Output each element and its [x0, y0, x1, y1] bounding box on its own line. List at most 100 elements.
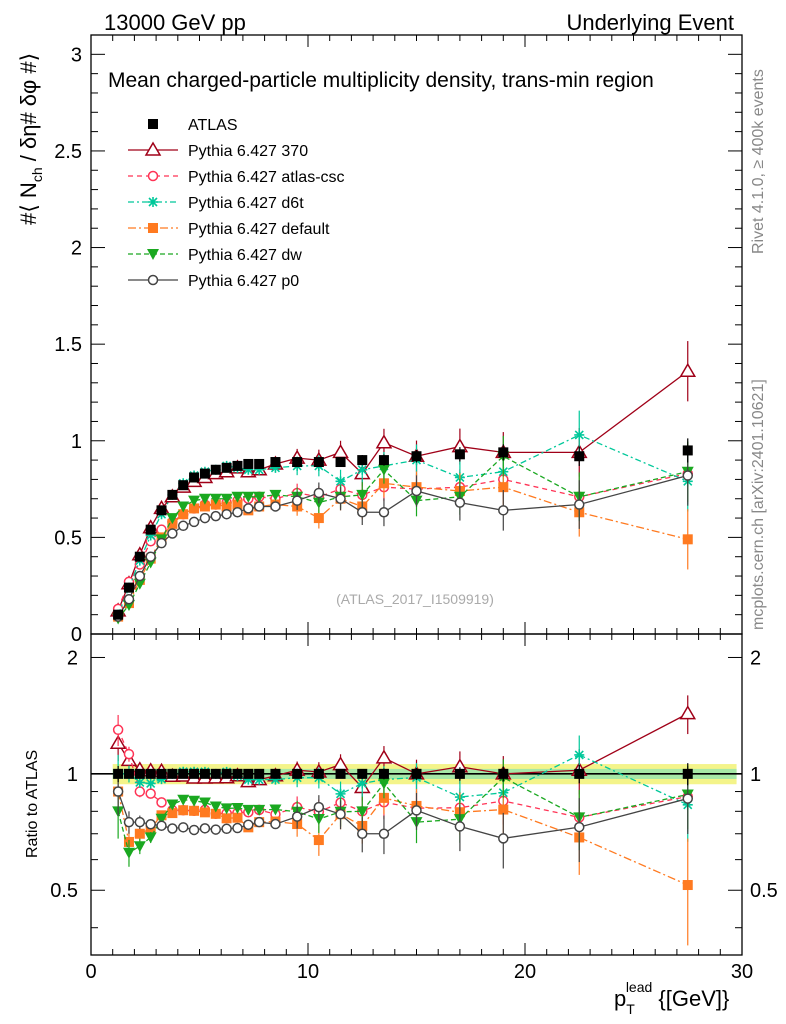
- ratio-point: [253, 804, 266, 816]
- ratio-y-tick-label: 1: [67, 764, 78, 786]
- legend-item-4: Pythia 6.427 default: [128, 221, 330, 238]
- data-point: [292, 457, 303, 468]
- ratio-point: [178, 768, 189, 779]
- ratio-point: [189, 768, 200, 779]
- ratio-point: [357, 778, 368, 789]
- data-point: [574, 451, 585, 462]
- data-point: [221, 501, 232, 512]
- legend-marker: [147, 249, 159, 260]
- data-point: [269, 489, 282, 501]
- legend-label: Pythia 6.427 default: [188, 221, 330, 238]
- ratio-point: [199, 823, 211, 834]
- data-point: [498, 505, 509, 516]
- ratio-point: [313, 801, 325, 813]
- ratio-point: [498, 804, 509, 815]
- data-point: [177, 501, 190, 513]
- legend-marker: [148, 119, 158, 129]
- ratio-point: [177, 794, 190, 806]
- ratio-point: [210, 824, 222, 835]
- ratio-point: [498, 768, 509, 779]
- ratio-point: [145, 788, 156, 799]
- ratio-point: [144, 832, 157, 844]
- data-point: [188, 516, 200, 528]
- data-point: [335, 476, 346, 487]
- data-point: [254, 458, 265, 469]
- ratio-point: [113, 768, 124, 779]
- data-point: [411, 451, 422, 462]
- ratio-point: [498, 833, 509, 844]
- ratio-point: [134, 786, 146, 797]
- data-point: [156, 537, 167, 549]
- legend-marker: [147, 170, 159, 182]
- data-point: [123, 593, 135, 605]
- series-ratio-6: [112, 769, 693, 869]
- ratio-point: [156, 768, 167, 779]
- ratio-point: [167, 808, 178, 819]
- ratio-point: [210, 768, 221, 779]
- data-point: [357, 455, 368, 466]
- legend-item-3: Pythia 6.427 d6t: [128, 195, 304, 212]
- data-point: [232, 507, 243, 518]
- ratio-point: [269, 804, 282, 816]
- ratio-point: [112, 724, 124, 736]
- ratio-point: [313, 768, 324, 779]
- header-left: 13000 GeV pp: [104, 10, 246, 35]
- ratio-point: [243, 819, 254, 830]
- ratio-point: [411, 768, 422, 779]
- data-point: [210, 464, 221, 475]
- data-point: [166, 513, 179, 525]
- data-point: [178, 480, 189, 491]
- data-point: [332, 443, 349, 459]
- legend-marker: [147, 274, 159, 286]
- y-tick-label: 2: [71, 238, 82, 260]
- x-tick-label: 20: [514, 961, 536, 983]
- ratio-point: [253, 816, 265, 828]
- ratio-point: [231, 802, 244, 814]
- ratio-point: [198, 797, 211, 809]
- x-tick-label: 30: [731, 961, 753, 983]
- ratio-point: [335, 768, 346, 779]
- legend-label: Pythia 6.427 dw: [188, 247, 302, 264]
- legend: ATLAS Pythia 6.427 370 Pythia 6.427 atlas-…: [128, 117, 345, 290]
- legend-marker: [148, 197, 158, 207]
- ratio-point: [134, 768, 145, 779]
- ratio-point: [243, 768, 254, 779]
- ratio-point: [270, 774, 281, 785]
- series-ratio-4: [113, 770, 693, 946]
- data-point: [356, 489, 369, 501]
- ratio-point: [679, 705, 697, 720]
- legend-item-2: Pythia 6.427 atlas-csc: [128, 169, 345, 186]
- data-point: [335, 493, 346, 504]
- ratio-point: [574, 768, 585, 779]
- ratio-point: [178, 805, 189, 816]
- ratio-point: [332, 756, 349, 771]
- ratio-point: [199, 807, 210, 818]
- ratio-point: [682, 793, 693, 804]
- ratio-point: [156, 797, 167, 808]
- data-point: [220, 493, 233, 505]
- ratio-point: [145, 768, 156, 779]
- x-tick-label: 10: [297, 961, 319, 983]
- ratio-point: [156, 820, 167, 831]
- data-point: [378, 455, 389, 466]
- series-ratio-1: [109, 695, 697, 802]
- data-point: [679, 362, 697, 377]
- data-point: [357, 507, 368, 518]
- ratio-point: [292, 768, 303, 779]
- legend-label: ATLAS: [188, 117, 238, 134]
- y-tick-label: 2.5: [54, 141, 82, 163]
- ratio-y-axis-label: Ratio to ATLAS: [24, 750, 41, 858]
- data-point: [210, 510, 222, 522]
- ratio-point: [155, 813, 168, 825]
- ratio-y-tick-label: 2: [67, 647, 78, 669]
- ratio-point: [220, 803, 233, 815]
- analysis-watermark: (ATLAS_2017_I1509919): [336, 591, 494, 607]
- y-tick-label: 1.5: [54, 334, 82, 356]
- data-point: [682, 445, 693, 456]
- series-main-6: [112, 445, 693, 622]
- data-point: [123, 582, 134, 593]
- ratio-point: [210, 808, 221, 819]
- legend-item-1: Pythia 6.427 370: [128, 141, 308, 160]
- data-point: [145, 551, 156, 562]
- data-point: [134, 551, 145, 562]
